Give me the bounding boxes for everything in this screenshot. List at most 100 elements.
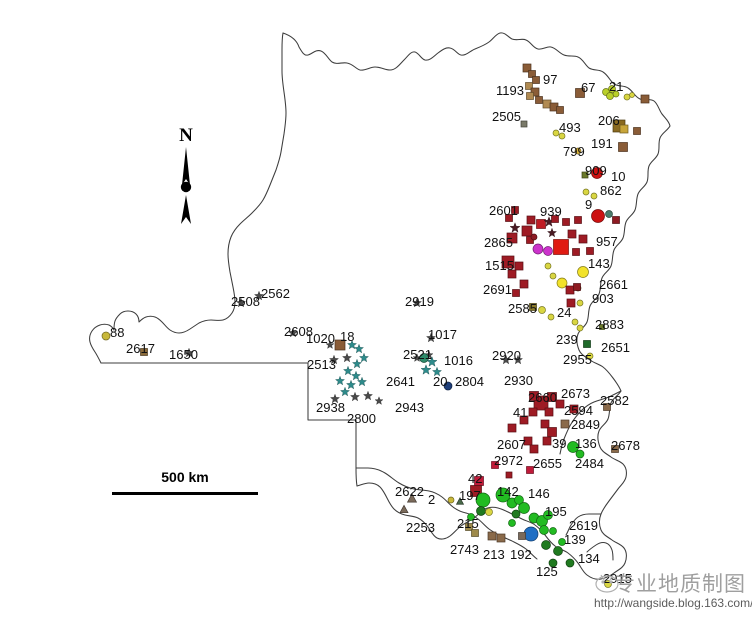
deposit-marker [536,219,546,229]
deposit-marker [507,269,517,279]
deposit-marker [530,233,538,241]
deposit-id-label: 2253 [406,520,435,535]
deposit-marker [511,206,519,214]
deposit-id-label: 191 [591,136,613,151]
deposit-marker [574,147,582,155]
deposit-id-label: 2678 [611,438,640,453]
deposit-marker [512,289,520,297]
deposit-id-label: 1020 [306,331,335,346]
deposit-marker [519,279,529,289]
deposit-marker [419,353,429,363]
deposit-marker [528,407,538,417]
deposit-id-label: 2585 [508,301,537,316]
deposit-id-label: 192 [510,547,532,562]
deposit-marker [523,526,539,542]
deposit-marker [573,283,581,291]
deposit-marker [560,419,570,429]
deposit-id-label: 2865 [484,235,513,250]
deposit-id-label: 2622 [395,484,424,499]
deposit-id-label: 67 [581,80,596,95]
deposit-marker [528,70,536,78]
deposit-marker [374,396,384,405]
deposit-id-label: 39 [552,436,567,451]
deposit-id-label: 862 [600,183,622,198]
scale-bar-label: 500 km [161,469,209,485]
deposit-marker [342,365,354,376]
deposit-marker [612,216,620,224]
deposit-marker [599,324,605,330]
deposit-id-label: 903 [592,291,614,306]
deposit-marker [633,127,641,135]
deposit-marker [500,354,512,365]
deposit-marker [567,441,579,453]
deposit-id-label: 24 [557,305,572,320]
deposit-marker [520,120,528,128]
deposit-marker [578,234,588,244]
deposit-id-label: 41 [513,405,528,420]
deposit-marker [505,214,513,222]
deposit-marker [101,331,111,341]
deposit-marker [547,392,557,402]
deposit-marker [544,407,554,417]
deposit-marker [576,299,584,307]
deposit-marker [350,370,362,381]
deposit-id-label: 1016 [444,353,473,368]
deposit-marker [547,427,557,437]
deposit-id-label: 88 [110,325,125,340]
deposit-id-label: 1193 [496,83,524,98]
watermark-chinese-text: 专业地质制图 [614,572,746,596]
deposit-marker [346,339,358,350]
deposit-marker [582,188,590,196]
deposit-marker [549,272,557,280]
deposit-id-label: 10 [611,169,626,184]
deposit-id-label: 2601 [489,203,518,218]
deposit-marker [547,313,555,321]
deposit-id-label: 2920 [492,348,521,363]
deposit-marker [526,215,536,225]
north-arrow: N [168,125,204,225]
deposit-id-label: 2521 [403,347,432,362]
deposit-marker [505,471,513,479]
deposit-id-label: 1017 [428,327,457,342]
deposit-id-label: 2691 [483,282,512,297]
deposit-marker [183,347,195,358]
deposit-marker [569,404,579,414]
deposit-marker [358,352,370,363]
deposit-marker [618,142,628,152]
deposit-marker [555,399,565,409]
deposit-marker [522,63,532,73]
deposit-marker [603,403,611,411]
deposit-marker [530,87,540,97]
deposit-marker [542,436,552,446]
deposit-marker [581,171,589,179]
deposit-id-label: 2484 [575,456,604,471]
deposit-marker [341,352,353,363]
deposit-marker [572,248,580,256]
deposit-id-label: 2505 [492,109,521,124]
deposit-id-label: 2943 [395,400,424,415]
deposit-marker [491,461,499,469]
deposit-id-label: 2594 [564,403,593,418]
deposit-id-label: 2661 [599,277,628,292]
deposit-id-label: 2619 [569,518,598,533]
deposit-marker [590,192,598,200]
scale-bar: 500 km [112,466,258,500]
deposit-marker [553,239,569,255]
deposit-marker [529,303,537,311]
deposit-id-label: 493 [559,120,581,135]
deposit-marker [546,227,558,238]
deposit-marker [575,88,585,98]
deposit-marker [507,423,517,433]
deposit-marker [406,493,418,503]
deposit-marker [532,243,544,255]
deposit-marker [329,393,341,404]
deposit-marker [540,419,550,429]
deposit-marker [339,386,351,397]
deposit-marker [485,508,493,516]
deposit-marker [140,348,148,356]
deposit-id-label: 195 [545,504,567,519]
deposit-marker [525,82,533,90]
deposit-marker [539,525,549,535]
deposit-marker [425,332,437,343]
